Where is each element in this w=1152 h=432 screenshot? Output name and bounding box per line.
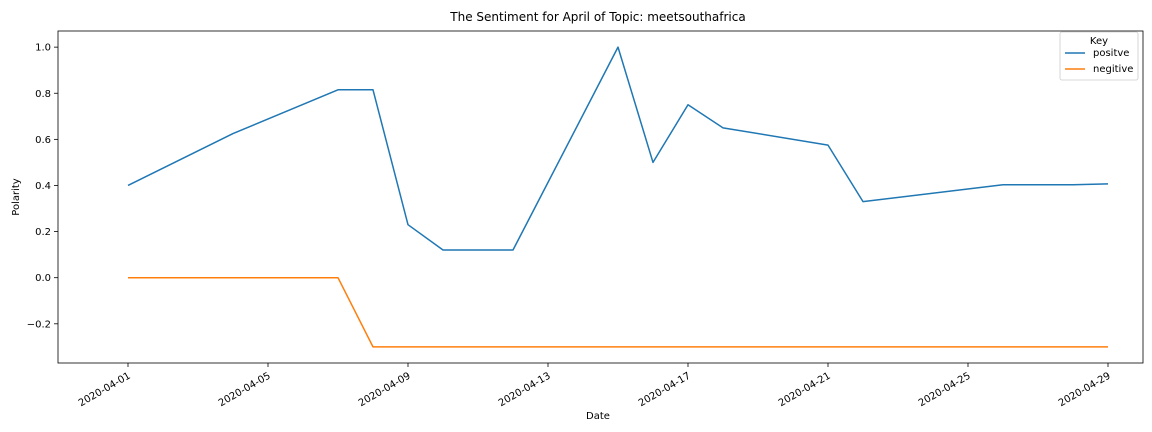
- legend-box: [1059, 31, 1139, 81]
- series-line-negitive: [128, 276, 1108, 348]
- y-tick-label: −0.2: [27, 319, 51, 330]
- legend-label-positve: positve: [1093, 48, 1129, 59]
- series-lines: [127, 46, 1109, 348]
- y-axis-title: Polarity: [11, 178, 22, 216]
- legend-label-negitive: negitive: [1093, 64, 1133, 75]
- x-tick-label: 2020-04-13: [497, 371, 553, 410]
- x-tick-label: 2020-04-09: [357, 371, 413, 410]
- y-axis: −0.2 0.0 0.2 0.4 0.6 0.8 1.0: [27, 43, 58, 330]
- y-tick-label: 0.0: [35, 273, 51, 284]
- plot-area: [57, 30, 1144, 364]
- x-tick-label: 2020-04-29: [1057, 371, 1113, 410]
- legend-entries: positve negitive: [1065, 48, 1133, 75]
- x-tick-label: 2020-04-21: [777, 371, 833, 410]
- x-tick-label: 2020-04-01: [77, 371, 133, 410]
- x-axis: 2020-04-01 2020-04-05 2020-04-09 2020-04-13…: [77, 363, 1113, 409]
- x-tick-label: 2020-04-25: [917, 371, 973, 410]
- series-line-positve: [127, 46, 1109, 251]
- legend: Key positve negitive: [1059, 31, 1139, 81]
- legend-title: Key: [1090, 36, 1108, 47]
- y-tick-label: 1.0: [35, 43, 51, 54]
- x-tick-label: 2020-04-17: [637, 371, 693, 410]
- y-tick-label: 0.2: [35, 227, 51, 238]
- x-axis-title: Date: [586, 411, 610, 422]
- chart-title: The Sentiment for April of Topic: meetso…: [449, 10, 745, 24]
- y-tick-label: 0.8: [35, 89, 51, 100]
- x-tick-label: 2020-04-05: [217, 371, 273, 410]
- y-tick-label: 0.6: [35, 135, 51, 146]
- y-tick-label: 0.4: [35, 181, 51, 192]
